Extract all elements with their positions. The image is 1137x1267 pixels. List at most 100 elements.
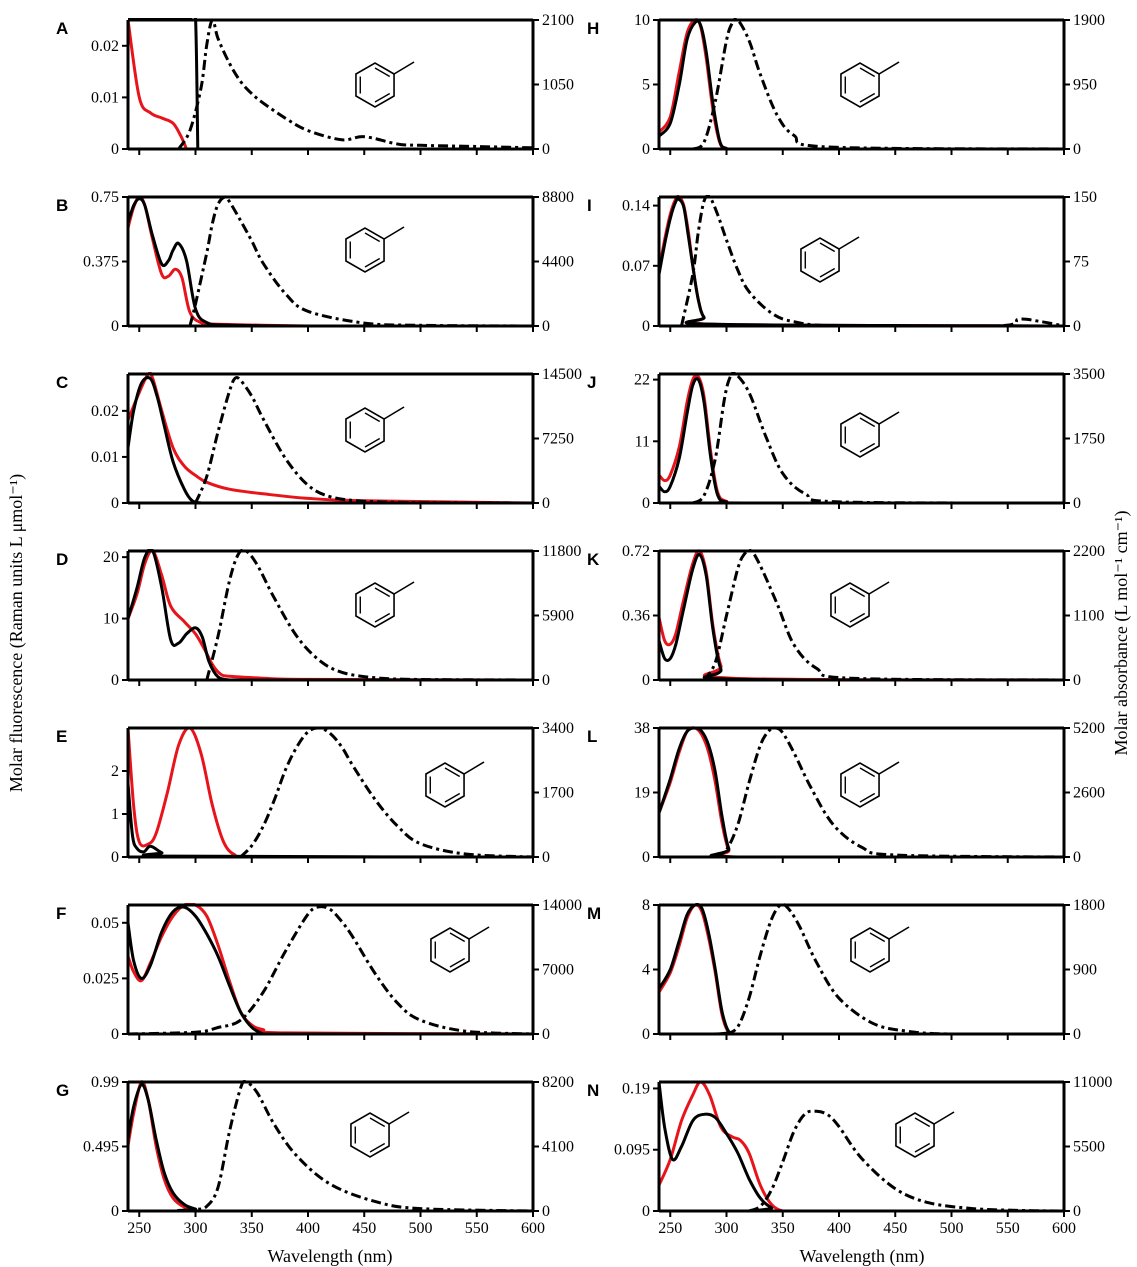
substituent-bond	[888, 926, 910, 940]
right-tick-label: 1050	[542, 77, 574, 94]
substituent-bond	[838, 236, 860, 250]
series-excitation	[128, 903, 533, 1034]
panel-letter: C	[56, 373, 68, 392]
structure-N	[895, 1111, 955, 1158]
panel-H: H 0 5 10 0 950 1900	[587, 12, 1105, 158]
left-tick-label: 10	[103, 611, 119, 628]
right-tick-label: 5500	[1073, 1139, 1105, 1156]
benzene-ring	[350, 1112, 390, 1158]
panel-letter: A	[56, 19, 68, 38]
double-bond	[914, 1142, 931, 1153]
left-tick-label: 0.02	[91, 403, 119, 420]
left-tick-label: 0.01	[91, 449, 119, 466]
right-tick-label: 1100	[1073, 608, 1104, 625]
substituent-bond	[393, 61, 415, 75]
right-tick-label: 0	[1073, 1026, 1081, 1043]
left-tick-label: 0	[642, 672, 650, 689]
x-tick-label: 500	[940, 1220, 964, 1237]
x-tick-label: 450	[883, 1220, 907, 1237]
substituent-bond	[878, 761, 900, 775]
substituent-bond	[878, 61, 900, 75]
benzene-ring	[830, 582, 870, 628]
right-tick-label: 1700	[542, 785, 574, 802]
series-emission	[725, 903, 1064, 1034]
right-tick-label: 1750	[1073, 431, 1105, 448]
structure-I	[800, 236, 860, 283]
panel-letter: M	[587, 904, 601, 923]
right-tick-label: 2600	[1073, 785, 1105, 802]
series-excitation	[128, 549, 533, 680]
right-tick-label: 900	[1073, 962, 1097, 979]
right-tick-label: 0	[542, 495, 550, 512]
double-bond	[444, 767, 461, 778]
panel-letter: N	[587, 1081, 599, 1100]
panel-letter: D	[56, 550, 68, 569]
right-tick-label: 1900	[1073, 12, 1105, 29]
left-tick-label: 0.02	[91, 38, 119, 55]
panel-A: A 0 0.01 0.02 0 1050 2100	[56, 12, 574, 158]
double-bond	[374, 612, 391, 623]
panel-J: J 0 11 22 0 1750 3500	[587, 366, 1105, 512]
series-absorbance	[128, 905, 264, 1034]
substituent-bond	[878, 411, 900, 425]
right-tick-label: 14500	[542, 366, 582, 383]
left-tick-label: 0.14	[622, 198, 650, 215]
benzene-ring	[345, 407, 385, 453]
double-bond	[849, 612, 866, 623]
left-tick-label: 0	[642, 849, 650, 866]
panel-K: K 0 0.36 0.72 0 1100 2200	[587, 543, 1105, 689]
benzene-ring	[840, 762, 880, 808]
benzene-ring	[345, 227, 385, 273]
series-absorbance	[659, 19, 1064, 149]
right-tick-label: 7000	[542, 962, 574, 979]
series-absorbance	[659, 903, 1064, 1034]
left-tick-label: 0	[111, 318, 119, 335]
panel-letter: L	[587, 727, 597, 746]
right-tick-label: 150	[1073, 189, 1097, 206]
left-tick-label: 0.72	[622, 543, 650, 560]
left-tick-label: 0	[642, 318, 650, 335]
x-axis-label-left: Wavelength (nm)	[267, 1246, 392, 1267]
series-group	[659, 903, 1064, 1034]
left-tick-label: 20	[103, 549, 119, 566]
series-excitation	[128, 1080, 533, 1211]
substituent-bond	[933, 1111, 955, 1125]
benzene-ring	[355, 62, 395, 108]
left-tick-label: 0.19	[622, 1080, 650, 1097]
right-tick-label: 3500	[1073, 366, 1105, 383]
series-group	[659, 726, 1064, 857]
double-bond	[869, 932, 886, 943]
substituent-bond	[868, 581, 890, 595]
double-bond	[449, 957, 466, 968]
x-tick-label: 550	[996, 1220, 1020, 1237]
left-tick-label: 0.05	[91, 915, 119, 932]
series-excitation	[128, 726, 533, 857]
series-group	[659, 195, 1064, 326]
series-emission	[188, 195, 533, 326]
x-tick-label: 600	[1052, 1220, 1076, 1237]
x-tick-label: 400	[827, 1220, 851, 1237]
series-group	[128, 1080, 533, 1211]
right-tick-label: 7250	[542, 431, 574, 448]
panel-B: B 0 0.375 0.75 0 4400 8800	[56, 189, 574, 335]
left-tick-label: 19	[634, 785, 650, 802]
x-tick-label: 550	[465, 1220, 489, 1237]
series-group	[128, 18, 533, 149]
x-tick-label: 300	[715, 1220, 739, 1237]
left-tick-label: 38	[634, 720, 650, 737]
right-tick-label: 4400	[542, 254, 574, 271]
left-tick-label: 8	[642, 897, 650, 914]
right-tick-label: 3400	[542, 720, 574, 737]
right-tick-label: 4100	[542, 1139, 574, 1156]
left-tick-label: 0	[642, 495, 650, 512]
series-excitation	[659, 903, 1064, 1034]
right-tick-label: 0	[542, 1203, 550, 1220]
double-bond	[859, 792, 876, 803]
double-bond	[364, 412, 381, 423]
double-bond	[369, 1117, 386, 1128]
x-tick-label: 350	[771, 1220, 795, 1237]
substituent-bond	[383, 226, 405, 240]
x-tick-label: 450	[352, 1220, 376, 1237]
left-tick-label: 0	[111, 672, 119, 689]
